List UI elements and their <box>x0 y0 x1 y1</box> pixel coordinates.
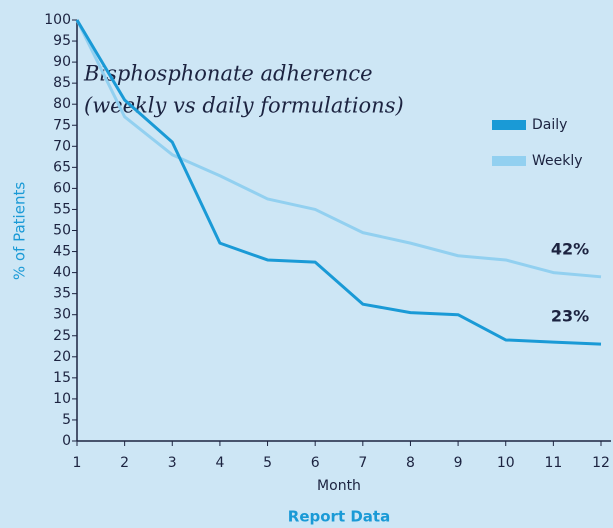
x-axis-label: Month <box>317 478 361 494</box>
x-tick-label: 8 <box>406 455 415 471</box>
y-tick-label: 60 <box>53 180 71 196</box>
y-tick-label: 50 <box>53 223 71 239</box>
y-tick-label: 90 <box>53 54 71 70</box>
annotation: 23% <box>551 307 589 326</box>
chart-title: Bisphosphonate adherence <box>83 62 373 86</box>
x-tick-label: 12 <box>592 455 610 471</box>
y-tick-label: 10 <box>53 391 71 407</box>
x-tick-label: 10 <box>497 455 515 471</box>
y-tick-label: 100 <box>44 12 71 28</box>
y-tick-label: 40 <box>53 265 71 281</box>
x-tick-label: 11 <box>544 455 562 471</box>
y-tick-label: 45 <box>53 244 71 260</box>
legend-label: Daily <box>532 117 567 133</box>
x-tick-label: 3 <box>168 455 177 471</box>
x-tick-label: 5 <box>263 455 272 471</box>
legend-swatch <box>492 120 526 130</box>
y-tick-label: 80 <box>53 96 71 112</box>
legend-label: Weekly <box>532 153 583 169</box>
line-series <box>75 19 602 346</box>
y-tick-label: 0 <box>62 433 71 449</box>
y-tick-label: 95 <box>53 33 71 49</box>
y-tick-label: 75 <box>53 117 71 133</box>
y-tick-label: 30 <box>53 307 71 323</box>
x-tick-label: 7 <box>358 455 367 471</box>
x-tick-label: 2 <box>120 455 129 471</box>
y-axis-label: % of Patients <box>11 182 29 280</box>
x-tick-label: 9 <box>454 455 463 471</box>
y-tick-label: 15 <box>53 370 71 386</box>
y-tick-label: 55 <box>53 201 71 217</box>
x-tick-label: 1 <box>73 455 82 471</box>
y-tick-label: 85 <box>53 75 71 91</box>
y-tick-label: 20 <box>53 349 71 365</box>
x-tick-label: 6 <box>311 455 320 471</box>
line-series <box>75 19 602 279</box>
chart-subtitle: (weekly vs daily formulations) <box>84 94 404 118</box>
y-tick-label: 70 <box>53 138 71 154</box>
y-tick-label: 25 <box>53 328 71 344</box>
annotation: 42% <box>551 239 589 258</box>
x-tick-label: 4 <box>215 455 224 471</box>
y-tick-label: 35 <box>53 286 71 302</box>
y-tick-label: 5 <box>62 412 71 428</box>
legend-swatch <box>492 156 526 166</box>
caption: Report Data <box>288 508 390 526</box>
y-tick-label: 65 <box>53 159 71 175</box>
